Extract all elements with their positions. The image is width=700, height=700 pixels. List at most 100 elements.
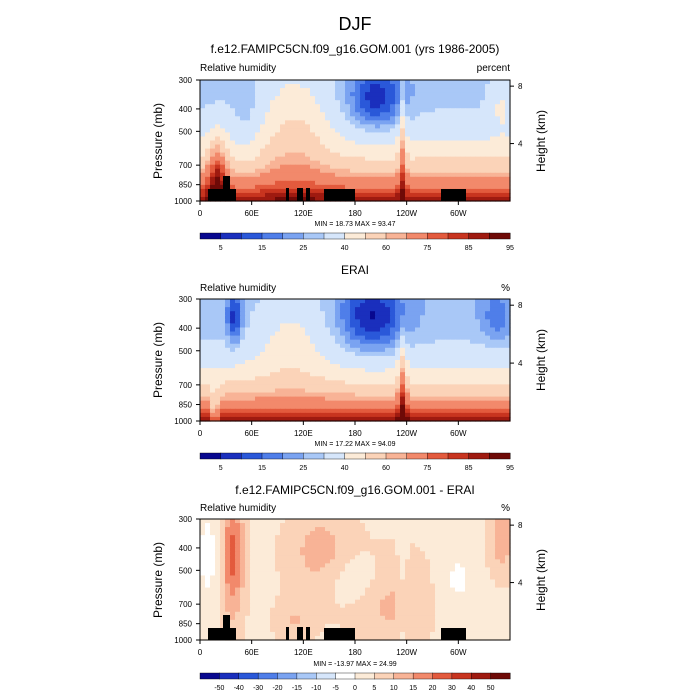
heat-cell — [380, 168, 386, 174]
heat-cell — [345, 535, 351, 540]
heat-cell — [270, 384, 276, 390]
heat-cell — [290, 384, 296, 390]
heat-cell — [240, 527, 246, 532]
heat-cell — [305, 92, 311, 97]
heat-cell — [310, 92, 316, 97]
heat-cell — [260, 527, 266, 532]
heat-cell — [295, 539, 301, 544]
heat-cell — [225, 156, 231, 162]
heat-cell — [225, 587, 231, 593]
heat-cell — [485, 343, 491, 349]
heat-cell — [340, 392, 346, 398]
heat-cell — [350, 152, 356, 158]
heat-cell — [460, 327, 466, 333]
heat-cell — [330, 156, 336, 162]
heat-cell — [440, 176, 446, 182]
heat-cell — [380, 376, 386, 381]
heat-cell — [295, 388, 301, 394]
heat-cell — [235, 347, 241, 353]
heat-cell — [435, 563, 441, 568]
heat-cell — [385, 559, 391, 564]
heat-cell — [460, 587, 466, 593]
heat-cell — [265, 303, 271, 308]
heat-cell — [420, 579, 426, 585]
heat-cell — [355, 196, 361, 202]
heat-cell — [315, 535, 321, 540]
heat-cell — [200, 299, 206, 304]
heat-cell — [285, 547, 291, 552]
heat-cell — [405, 563, 411, 568]
heat-cell — [295, 112, 301, 117]
heat-cell — [500, 372, 506, 377]
heat-cell — [415, 360, 421, 365]
heat-cell — [340, 84, 346, 89]
heat-cell — [495, 92, 501, 97]
heat-cell — [480, 376, 486, 381]
panel-diff: f.e12.FAMIPC5CN.f09_g16.GOM.001 - ERAI R… — [151, 483, 548, 692]
heat-cell — [320, 172, 326, 178]
heat-cell — [500, 347, 506, 353]
heat-cell — [290, 571, 296, 577]
heat-cell — [265, 571, 271, 577]
heat-cell — [445, 547, 451, 552]
heat-cell — [315, 120, 321, 125]
heat-cell — [380, 368, 386, 373]
heat-cell — [220, 176, 226, 182]
heat-cell — [230, 579, 236, 585]
heat-cell — [465, 355, 471, 361]
heat-cell — [325, 555, 331, 560]
heat-cell — [235, 80, 241, 85]
colorbar-swatch — [447, 452, 470, 460]
heat-cell — [490, 559, 496, 564]
heat-cell — [240, 368, 246, 373]
heat-cell — [205, 180, 211, 186]
heat-cell — [405, 84, 411, 89]
heat-cell — [245, 176, 251, 182]
heat-cell — [495, 176, 501, 182]
heat-cell — [280, 80, 286, 85]
heat-cell — [470, 347, 476, 353]
heat-cell — [455, 164, 461, 170]
heat-cell — [230, 303, 236, 308]
heat-cell — [465, 360, 471, 365]
heat-cell — [370, 400, 376, 406]
heat-cell — [490, 551, 496, 556]
heat-cell — [345, 396, 351, 402]
heat-cell — [425, 355, 431, 361]
heat-cell — [330, 583, 336, 589]
heat-cell — [240, 364, 246, 369]
heat-cell — [210, 311, 216, 316]
heat-cell — [395, 396, 401, 402]
heat-cell — [505, 124, 511, 129]
heat-cell — [200, 140, 206, 146]
heat-cell — [280, 164, 286, 170]
heat-cell — [480, 347, 486, 353]
heat-cell — [480, 519, 486, 524]
heat-cell — [205, 112, 211, 117]
heat-cell — [405, 404, 411, 410]
heat-cell — [270, 144, 276, 150]
heat-cell — [270, 120, 276, 125]
heat-cell — [380, 84, 386, 89]
heat-cell — [490, 563, 496, 568]
heat-cell — [310, 519, 316, 524]
heat-cell — [210, 88, 216, 93]
heat-cell — [360, 364, 366, 369]
heat-cell — [410, 152, 416, 158]
heat-cell — [295, 156, 301, 162]
heat-cell — [310, 416, 316, 422]
heat-cell — [410, 100, 416, 105]
heat-cell — [270, 339, 276, 345]
heat-cell — [355, 124, 361, 129]
heat-cell — [395, 559, 401, 564]
heat-cell — [485, 108, 491, 113]
heat-cell — [430, 368, 436, 373]
heat-cell — [245, 112, 251, 117]
heat-cell — [295, 184, 301, 190]
heat-cell — [290, 96, 296, 101]
heat-cell — [355, 140, 361, 146]
heat-cell — [275, 184, 281, 190]
heat-cell — [375, 196, 381, 202]
heat-cell — [315, 323, 321, 329]
heat-cell — [325, 311, 331, 316]
